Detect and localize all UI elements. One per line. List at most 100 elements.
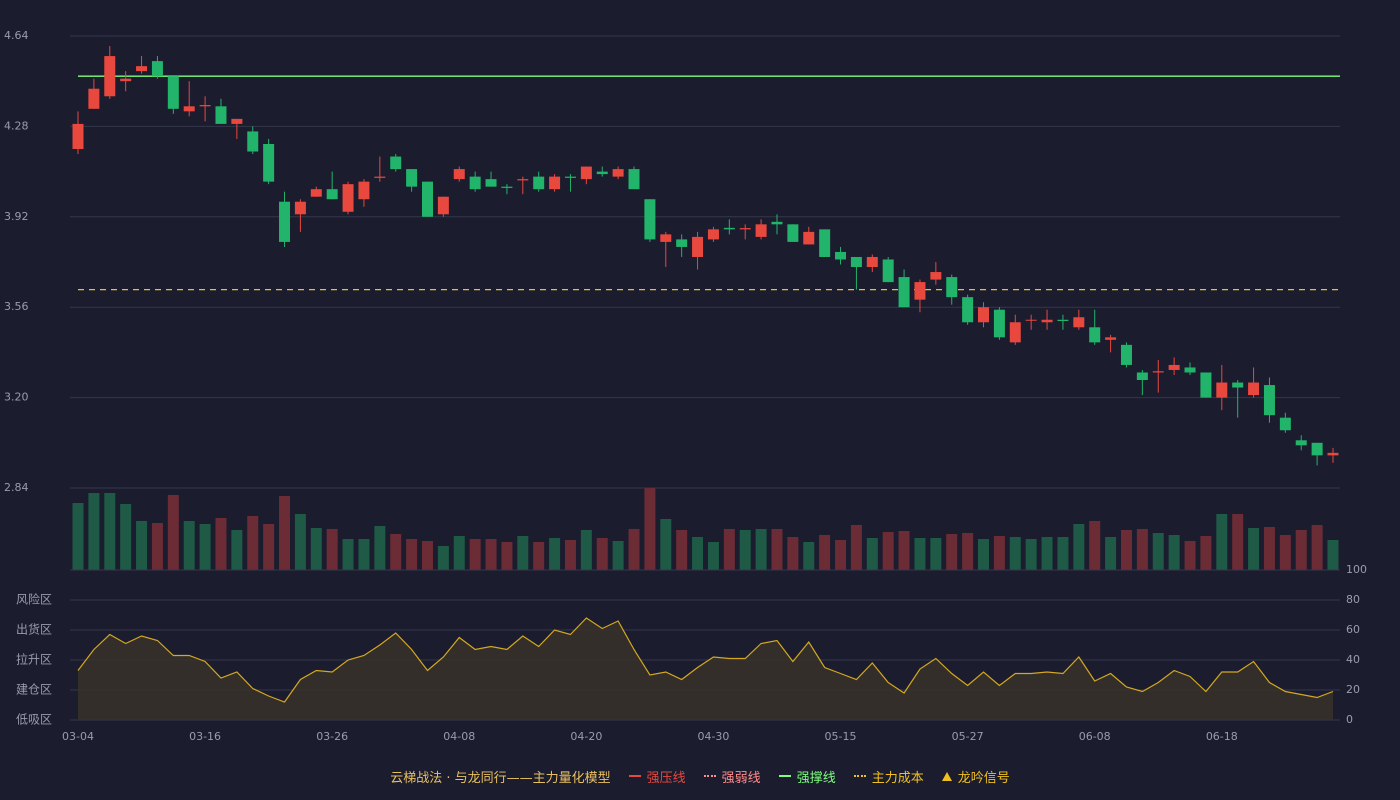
- volume-bar: [850, 525, 862, 570]
- volume-bar: [549, 538, 561, 570]
- volume-bar: [533, 542, 545, 570]
- volume-bar: [882, 532, 894, 570]
- candle-body: [1089, 327, 1101, 343]
- volume-bar: [167, 495, 179, 570]
- candle-body: [692, 236, 704, 257]
- candle-body: [469, 176, 481, 190]
- oscillator-tick-label: 80: [1346, 593, 1360, 606]
- volume-bar: [930, 538, 942, 570]
- volume-bar: [1073, 524, 1085, 570]
- candle-body: [819, 229, 831, 257]
- candle-body: [533, 176, 545, 190]
- volume-bar: [564, 540, 576, 570]
- x-tick-label: 03-16: [189, 730, 221, 743]
- volume-bar: [835, 540, 847, 570]
- volume-bar: [199, 524, 211, 570]
- zone-label: 低吸区: [16, 713, 52, 727]
- chart: 2.84 3.20 3.56 3.92 4.28 4.64 0 20 40 60 80 100 风险区出…: [4, 29, 1367, 743]
- volume-bar: [453, 536, 465, 570]
- candle-body: [660, 234, 672, 242]
- volume-bar: [596, 538, 608, 570]
- x-tick-label: 04-20: [570, 730, 602, 743]
- volume-bar: [390, 534, 402, 570]
- volume-bar: [962, 533, 974, 570]
- candle-body: [247, 131, 259, 152]
- volume-bar: [755, 529, 767, 570]
- volume-bar: [517, 536, 529, 570]
- legend-label: 强弱线: [721, 770, 761, 786]
- legend-item[interactable]: 强弱线: [703, 767, 761, 786]
- candle-body: [120, 78, 132, 82]
- volume-bar: [993, 536, 1005, 570]
- candle-body: [580, 166, 592, 180]
- y-tick-label: 2.84: [4, 481, 29, 494]
- volume-bar: [612, 541, 624, 570]
- candle-body: [1168, 364, 1180, 370]
- volume-bar: [676, 530, 688, 570]
- legend-item[interactable]: 强撑线: [778, 767, 836, 786]
- candle-body: [676, 239, 688, 247]
- y-tick-label: 4.28: [4, 119, 29, 132]
- candle-body: [453, 169, 465, 180]
- candle-body: [707, 229, 719, 240]
- candle-body: [88, 88, 100, 109]
- volume-bar: [406, 539, 418, 570]
- volume-bar: [787, 537, 799, 570]
- volume-bar: [501, 542, 513, 570]
- legend-title: 云梯战法 · 与龙同行——主力量化模型: [390, 770, 611, 786]
- candle-body: [390, 156, 402, 170]
- candle-body: [279, 201, 291, 242]
- volume-bar: [358, 539, 370, 570]
- candle-body: [962, 297, 974, 323]
- candle-body: [406, 169, 418, 187]
- y-tick-label: 3.92: [4, 210, 29, 223]
- legend-item[interactable]: 龙吟信号: [941, 767, 1010, 786]
- volume-bar: [1025, 539, 1037, 570]
- oscillator-tick-label: 20: [1346, 683, 1360, 696]
- y-tick-label: 3.20: [4, 391, 29, 404]
- volume-bar: [294, 514, 306, 570]
- volume-bar: [1041, 537, 1053, 570]
- oscillator-tick-label: 60: [1346, 623, 1360, 636]
- candle-body: [739, 228, 751, 230]
- legend-item[interactable]: 强压线: [628, 767, 686, 786]
- volume-bar: [72, 503, 84, 570]
- volume-bar: [136, 521, 148, 570]
- candle-body: [1248, 382, 1260, 396]
- volume-bar: [485, 539, 497, 570]
- candle-body: [596, 171, 608, 175]
- candle-body: [215, 106, 227, 124]
- volume-bar: [771, 529, 783, 570]
- candle-body: [1041, 319, 1053, 323]
- candle-body: [723, 227, 735, 230]
- volume-bar: [342, 539, 354, 570]
- candle-body: [485, 179, 497, 187]
- volume-bar: [628, 529, 640, 570]
- candle-body: [549, 176, 561, 190]
- volume-bar: [1089, 521, 1101, 570]
- volume-bar: [580, 530, 592, 570]
- volume-bar: [1311, 525, 1323, 570]
- candle-body: [326, 189, 338, 200]
- volume-bar: [421, 541, 433, 570]
- legend-swatch: [941, 771, 952, 781]
- volume-bar: [1136, 529, 1148, 570]
- candle-body: [310, 189, 322, 197]
- volume-bar: [692, 537, 704, 570]
- candle-body: [930, 272, 942, 280]
- zone-label: 风险区: [16, 592, 52, 607]
- legend-item[interactable]: 主力成本: [853, 767, 924, 786]
- volume-bar: [1263, 527, 1275, 570]
- x-tick-label: 05-27: [952, 730, 984, 743]
- candle-body: [1279, 417, 1291, 431]
- volume-bar: [104, 493, 116, 570]
- candle-body: [787, 224, 799, 242]
- volume-bar: [88, 493, 100, 570]
- candle-body: [437, 196, 449, 215]
- volume-bar: [739, 530, 751, 570]
- candle-body: [1327, 452, 1339, 456]
- candle-body: [1057, 319, 1069, 322]
- volume-bar: [707, 542, 719, 570]
- candle-body: [755, 224, 767, 237]
